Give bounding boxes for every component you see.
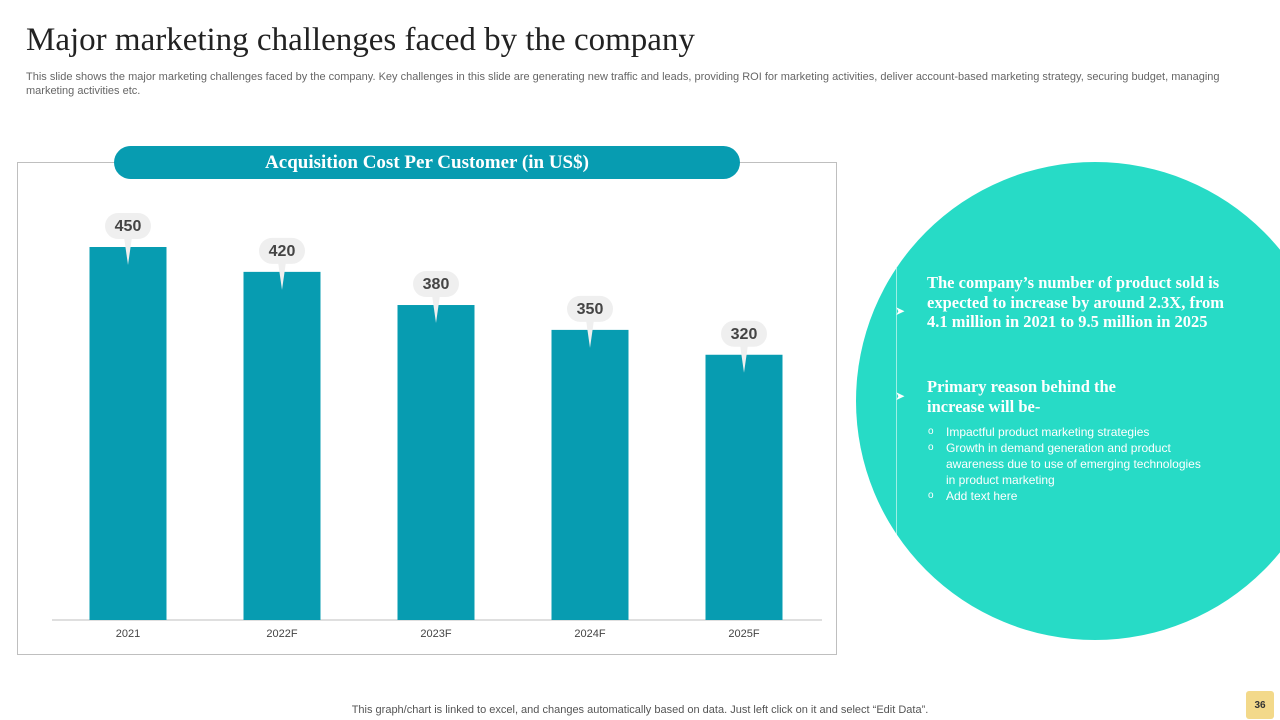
- slide-subtitle: This slide shows the major marketing cha…: [26, 71, 1220, 97]
- insight-point-1: The company’s number of product sold is …: [927, 273, 1224, 331]
- bar-2025F[interactable]: [705, 354, 783, 620]
- x-tick-label: 2021: [116, 628, 140, 640]
- data-label-bubble: [413, 271, 459, 298]
- x-tick-label: 2022F: [266, 628, 297, 640]
- insight-circle: [856, 162, 1280, 640]
- x-tick-label: 2023F: [420, 628, 451, 640]
- data-label: 420: [269, 243, 296, 260]
- list-item: o Impactful product marketing strategies: [928, 424, 1208, 440]
- data-label-bubble: [259, 237, 305, 264]
- bar-2023F[interactable]: [397, 305, 475, 620]
- data-label-bubble: [105, 213, 151, 239]
- chart-title: Acquisition Cost Per Customer (in US$): [114, 146, 740, 179]
- chevron-right-icon: ➤: [894, 304, 906, 318]
- chevron-right-icon: ➤: [894, 389, 906, 403]
- list-item: o Add text here: [928, 488, 1208, 504]
- data-label-pointer: [432, 295, 440, 324]
- data-label-pointer: [124, 237, 132, 265]
- data-label-pointer: [586, 319, 594, 348]
- reasons-list: o Impactful product marketing strategies …: [928, 424, 1208, 504]
- bar-2024F[interactable]: [551, 329, 629, 620]
- data-label: 450: [115, 218, 142, 235]
- data-label: 380: [423, 276, 450, 293]
- page-number: 36: [1246, 691, 1274, 719]
- circle-bullet-icon: o: [928, 442, 934, 453]
- data-label: 320: [731, 326, 758, 343]
- list-item: o Growth in demand generation and product…: [928, 440, 1208, 488]
- data-label: 350: [577, 301, 604, 318]
- footer-note: This graph/chart is linked to excel, and…: [351, 704, 929, 716]
- list-item-text: Growth in demand generation and product …: [946, 441, 1201, 487]
- timeline-divider: [896, 268, 897, 536]
- x-tick-label: 2025F: [728, 628, 759, 640]
- x-tick-label: 2024F: [574, 628, 605, 640]
- list-item-text: Impactful product marketing strategies: [946, 425, 1150, 439]
- insight-point-2: Primary reason behind the increase will …: [927, 377, 1116, 416]
- bar-2022F[interactable]: [243, 271, 321, 620]
- data-label-bubble: [721, 320, 767, 347]
- slide-title: Major marketing challenges faced by the …: [26, 22, 695, 58]
- data-label-bubble: [567, 295, 613, 322]
- data-label-pointer: [278, 261, 286, 290]
- circle-bullet-icon: o: [928, 490, 934, 501]
- circle-bullet-icon: o: [928, 426, 934, 437]
- bar-2021[interactable]: [89, 247, 167, 620]
- list-item-text: Add text here: [946, 489, 1018, 503]
- data-label-pointer: [740, 344, 748, 373]
